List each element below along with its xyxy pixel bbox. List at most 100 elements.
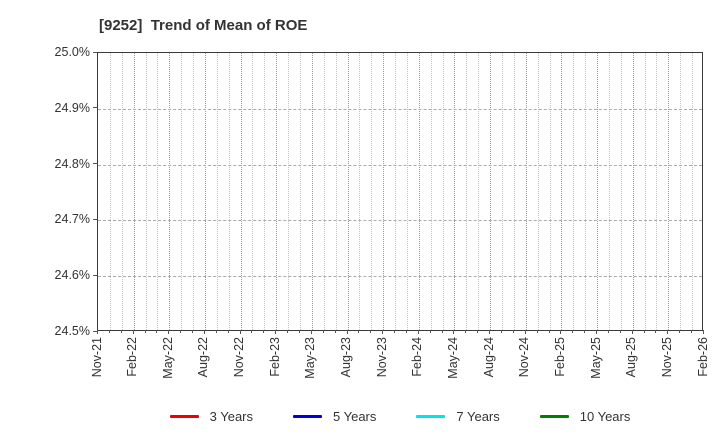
major-vertical-gridline [525,53,527,330]
x-minor-tick [180,330,182,333]
x-minor-tick [156,330,158,333]
minor-vertical-gridline [513,53,515,330]
legend-line-swatch [416,414,446,418]
x-tick-label: Nov-25 [659,337,674,378]
x-tick-label: Nov-21 [89,337,104,378]
legend-label: 3 Years [209,408,253,424]
x-major-tick [346,330,348,334]
legend-line-swatch [169,414,199,418]
major-vertical-gridline [311,53,313,330]
x-tick-label: May-22 [160,337,175,379]
x-minor-tick [322,330,324,333]
minor-vertical-gridline [502,53,503,330]
x-minor-tick [512,330,514,333]
x-tick-label: Feb-25 [552,337,567,377]
minor-vertical-gridline [406,53,408,330]
legend: 3 Years 5 Years 7 Years 10 Years [97,404,703,428]
x-major-tick [239,330,241,334]
legend-label: 10 Years [579,408,631,424]
x-minor-tick [144,330,146,333]
x-minor-tick [584,330,586,333]
minor-vertical-gridline [442,53,444,330]
x-tick-label: Aug-25 [624,337,639,378]
x-minor-tick [108,330,110,333]
x-major-tick [489,330,491,334]
x-minor-tick [120,330,122,333]
legend-item: 7 Years [416,408,500,424]
minor-vertical-gridline [109,53,111,330]
x-tick-label: Feb-24 [410,337,425,377]
major-vertical-gridline [632,53,634,330]
plot-area [92,51,704,334]
x-minor-tick [227,330,229,333]
x-major-tick [453,330,455,334]
x-minor-tick [465,330,467,333]
y-tick-label: 24.6% [54,268,90,283]
minor-vertical-gridline [288,53,290,330]
x-minor-tick [501,330,502,333]
major-vertical-gridline [597,53,599,330]
y-tick-label: 25.0% [54,45,90,59]
minor-vertical-gridline [181,53,183,330]
y-major-tick [92,107,97,109]
x-major-tick [417,330,419,334]
minor-vertical-gridline [395,53,397,330]
legend-item: 5 Years [293,409,376,424]
major-vertical-gridline [561,53,563,330]
x-minor-tick [370,330,372,333]
x-minor-tick [299,330,300,333]
minor-vertical-gridline [620,53,622,330]
x-minor-tick [619,330,621,333]
x-major-tick [203,330,205,334]
minor-vertical-gridline [549,53,551,330]
legend-item: 3 Years [169,408,253,424]
y-major-tick [92,330,97,332]
x-tick-label: Feb-26 [695,337,710,377]
major-vertical-gridline [383,53,385,330]
major-vertical-gridline [133,53,135,330]
x-tick-label: Aug-24 [481,337,496,378]
legend-line-swatch [293,414,322,418]
y-major-tick [92,218,97,220]
minor-vertical-gridline [216,53,218,330]
x-minor-tick [251,330,253,333]
minor-vertical-gridline [264,53,266,330]
x-minor-tick [536,330,538,333]
minor-vertical-gridline [300,53,301,330]
x-tick-label: Aug-22 [196,337,211,378]
minor-vertical-gridline [228,53,230,330]
x-major-tick [703,330,704,334]
x-minor-tick [691,330,693,333]
minor-vertical-gridline [323,53,325,330]
minor-vertical-gridline [537,53,539,330]
major-vertical-gridline [276,53,278,330]
x-minor-tick [441,330,443,333]
x-major-tick [97,330,98,334]
horizontal-gridline [98,220,702,222]
x-tick-label: May-23 [303,337,318,379]
minor-vertical-gridline [573,53,575,330]
y-major-tick [92,163,97,165]
minor-vertical-gridline [252,53,254,330]
x-tick-label: Nov-24 [517,337,532,378]
legend-label: 7 Years [456,408,500,424]
minor-vertical-gridline [644,53,646,330]
x-major-tick [275,330,277,334]
x-tick-label: Feb-23 [267,337,282,377]
minor-vertical-gridline [656,53,658,330]
x-major-tick [310,330,312,334]
x-tick-label: Feb-22 [125,337,140,377]
major-vertical-gridline [204,53,206,330]
x-minor-tick [192,330,194,333]
x-major-tick [132,330,134,334]
major-vertical-gridline [490,53,492,330]
x-minor-tick [334,330,336,333]
major-vertical-gridline [668,53,670,330]
legend-item: 10 Years [539,408,631,424]
minor-vertical-gridline [121,53,123,330]
minor-vertical-gridline [145,53,147,330]
minor-vertical-gridline [359,53,361,330]
minor-vertical-gridline [608,53,610,330]
x-minor-tick [405,330,407,333]
